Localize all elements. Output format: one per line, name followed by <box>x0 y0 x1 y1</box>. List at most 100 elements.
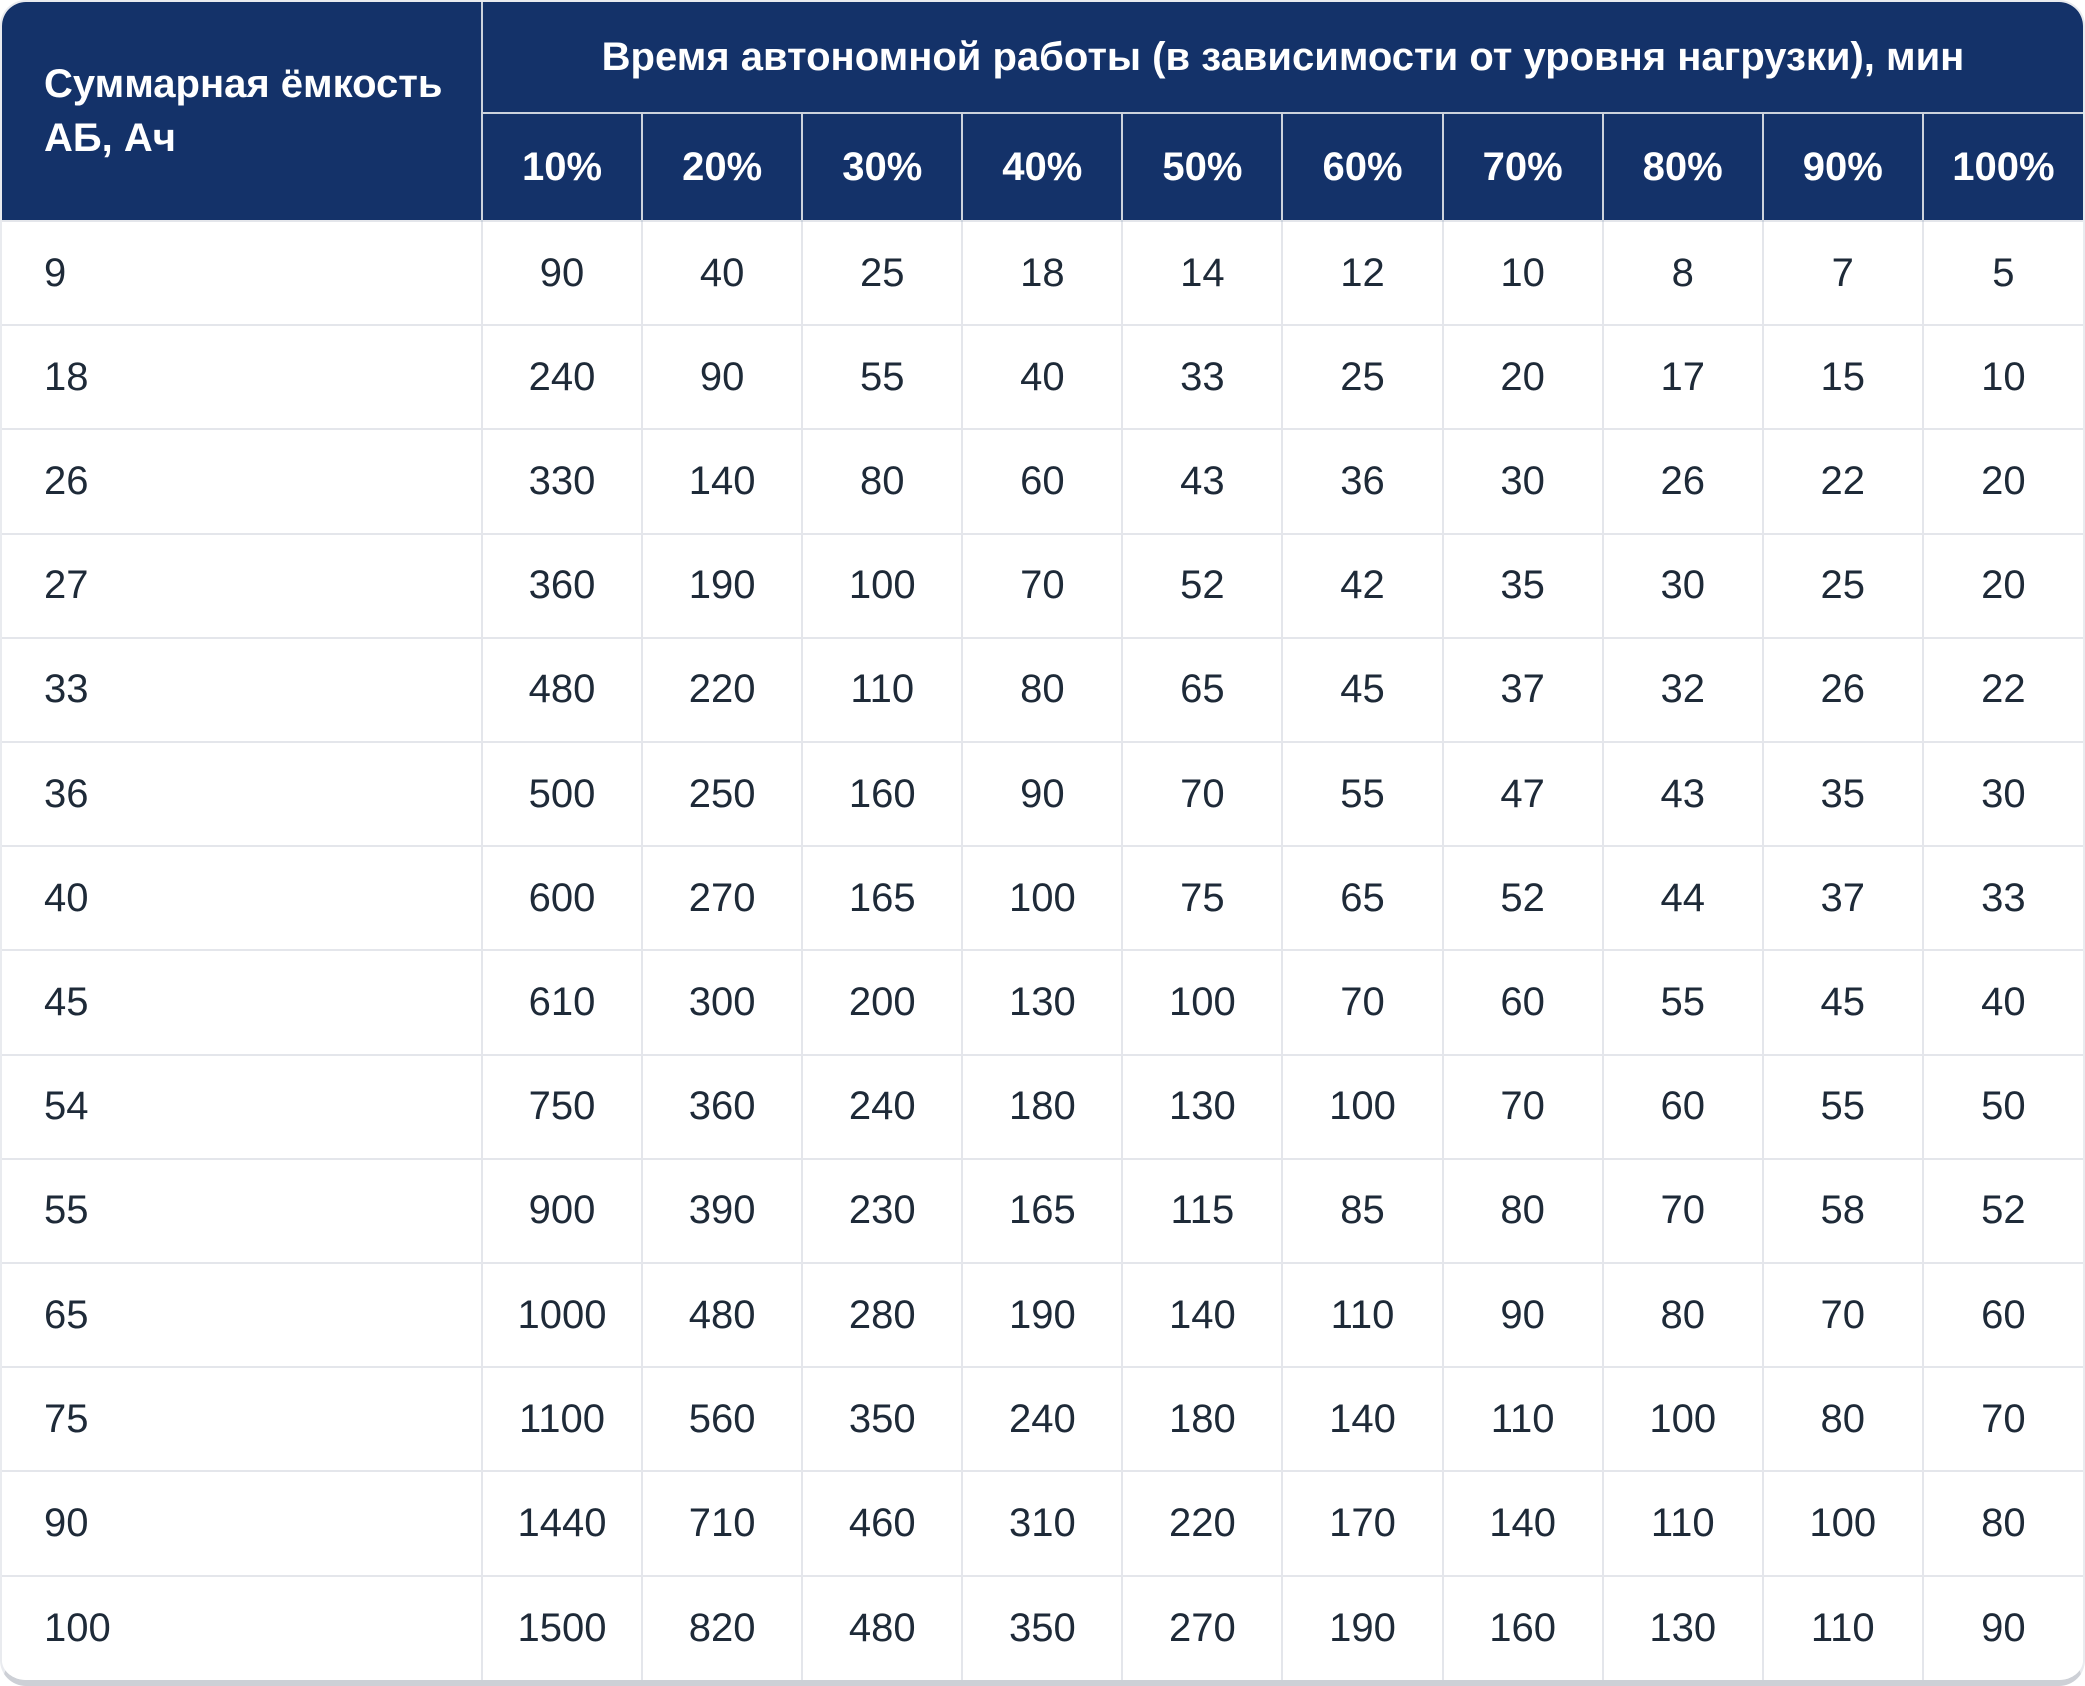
runtime-cell: 80 <box>1761 1366 1923 1472</box>
runtime-cell: 230 <box>801 1157 963 1264</box>
runtime-cell: 170 <box>1281 1470 1443 1576</box>
runtime-cell: 60 <box>1921 1262 2083 1368</box>
runtime-cell: 480 <box>801 1574 963 1680</box>
runtime-cell: 110 <box>1761 1574 1923 1680</box>
percent-column-header: 100% <box>1921 113 2083 221</box>
runtime-cell: 80 <box>961 636 1123 743</box>
runtime-cell: 32 <box>1601 636 1763 743</box>
runtime-cell: 7 <box>1761 219 1923 326</box>
runtime-cell: 37 <box>1441 636 1603 743</box>
table-row: 26 330 140 80 60 43 36 30 26 22 20 <box>2 428 2083 534</box>
runtime-cell: 165 <box>801 845 963 951</box>
runtime-cell: 110 <box>1601 1470 1763 1576</box>
runtime-cell: 710 <box>641 1470 803 1576</box>
runtime-cell: 110 <box>1441 1366 1603 1472</box>
runtime-cell: 90 <box>1441 1262 1603 1368</box>
runtime-cell: 58 <box>1761 1157 1923 1264</box>
runtime-cell: 130 <box>1601 1574 1763 1680</box>
runtime-cell: 500 <box>480 741 643 847</box>
runtime-cell: 80 <box>1921 1470 2083 1576</box>
runtime-cell: 70 <box>1441 1053 1603 1159</box>
runtime-cell: 55 <box>1281 741 1443 847</box>
table-row: 65 1000 480 280 190 140 110 90 80 70 60 <box>2 1262 2083 1368</box>
runtime-cell: 35 <box>1441 532 1603 638</box>
runtime-cell: 20 <box>1921 532 2083 638</box>
runtime-cell: 220 <box>1121 1470 1283 1576</box>
capacity-cell: 55 <box>2 1157 482 1264</box>
runtime-cell: 15 <box>1761 324 1923 430</box>
runtime-cell: 110 <box>801 636 963 743</box>
runtime-cell: 390 <box>641 1157 803 1264</box>
capacity-cell: 90 <box>2 1470 482 1576</box>
runtime-cell: 220 <box>641 636 803 743</box>
runtime-cell: 300 <box>641 949 803 1055</box>
capacity-cell: 75 <box>2 1366 482 1472</box>
table-row: 55 900 390 230 165 115 85 80 70 58 52 <box>2 1157 2083 1264</box>
runtime-cell: 90 <box>641 324 803 430</box>
runtime-cell: 165 <box>961 1157 1123 1264</box>
runtime-cell: 70 <box>1761 1262 1923 1368</box>
runtime-cell: 45 <box>1281 636 1443 743</box>
runtime-cell: 55 <box>1601 949 1763 1055</box>
runtime-cell: 36 <box>1281 428 1443 534</box>
runtime-cell: 44 <box>1601 845 1763 951</box>
runtime-cell: 43 <box>1601 741 1763 847</box>
runtime-cell: 610 <box>480 949 643 1055</box>
capacity-cell: 9 <box>2 219 482 326</box>
runtime-cell: 43 <box>1121 428 1283 534</box>
runtime-cell: 190 <box>1281 1574 1443 1680</box>
runtime-cell: 5 <box>1921 219 2083 326</box>
runtime-cell: 30 <box>1601 532 1763 638</box>
runtime-cell: 45 <box>1761 949 1923 1055</box>
table-row: 40 600 270 165 100 75 65 52 44 37 33 <box>2 845 2083 951</box>
runtime-cell: 270 <box>641 845 803 951</box>
runtime-cell: 70 <box>1121 741 1283 847</box>
runtime-cell: 10 <box>1441 219 1603 326</box>
capacity-cell: 40 <box>2 845 482 951</box>
runtime-cell: 190 <box>641 532 803 638</box>
runtime-cell: 90 <box>1921 1574 2083 1680</box>
runtime-cell: 310 <box>961 1470 1123 1576</box>
runtime-cell: 1440 <box>480 1470 643 1576</box>
runtime-cell: 480 <box>641 1262 803 1368</box>
runtime-cell: 65 <box>1121 636 1283 743</box>
runtime-cell: 25 <box>1761 532 1923 638</box>
runtime-cell: 18 <box>961 219 1123 326</box>
table-row: 36 500 250 160 90 70 55 47 43 35 30 <box>2 741 2083 847</box>
runtime-cell: 65 <box>1281 845 1443 951</box>
capacity-cell: 65 <box>2 1262 482 1368</box>
runtime-cell: 130 <box>1121 1053 1283 1159</box>
percent-column-header: 80% <box>1601 113 1763 221</box>
runtime-cell: 33 <box>1121 324 1283 430</box>
runtime-cell: 20 <box>1921 428 2083 534</box>
capacity-cell: 33 <box>2 636 482 743</box>
runtime-cell: 42 <box>1281 532 1443 638</box>
runtime-cell: 280 <box>801 1262 963 1368</box>
runtime-cell: 820 <box>641 1574 803 1680</box>
runtime-cell: 140 <box>1281 1366 1443 1472</box>
runtime-cell: 460 <box>801 1470 963 1576</box>
runtime-cell: 140 <box>1441 1470 1603 1576</box>
runtime-cell: 180 <box>961 1053 1123 1159</box>
runtime-cell: 8 <box>1601 219 1763 326</box>
header-row-title: Суммарная ёмкость АБ, Ач Время автономно… <box>2 2 2083 221</box>
runtime-cell: 360 <box>641 1053 803 1159</box>
percent-column-header: 30% <box>801 113 963 221</box>
table-row: 33 480 220 110 80 65 45 37 32 26 22 <box>2 636 2083 743</box>
percent-column-header: 60% <box>1281 113 1443 221</box>
runtime-cell: 1500 <box>480 1574 643 1680</box>
runtime-cell: 40 <box>961 324 1123 430</box>
capacity-cell: 26 <box>2 428 482 534</box>
capacity-cell: 18 <box>2 324 482 430</box>
runtime-cell: 600 <box>480 845 643 951</box>
runtime-cell: 100 <box>1281 1053 1443 1159</box>
table-header: Суммарная ёмкость АБ, Ач Время автономно… <box>2 2 2083 221</box>
header-row-percents: 10% 20% 30% 40% 50% 60% 70% 80% 90% 100% <box>2 113 2083 221</box>
runtime-cell: 140 <box>641 428 803 534</box>
runtime-cell: 25 <box>801 219 963 326</box>
runtime-cell: 26 <box>1601 428 1763 534</box>
runtime-cell: 20 <box>1441 324 1603 430</box>
runtime-cell: 480 <box>480 636 643 743</box>
runtime-cell: 360 <box>480 532 643 638</box>
